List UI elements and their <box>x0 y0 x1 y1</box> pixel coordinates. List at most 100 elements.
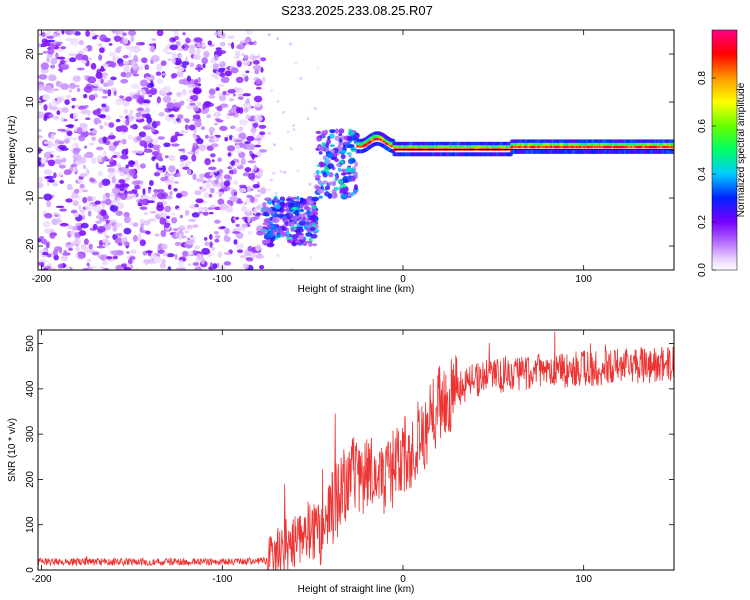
y-tick-label: 200 <box>25 471 36 488</box>
heatmap-cell <box>123 267 131 270</box>
spectrogram-heatmap <box>38 30 674 270</box>
heatmap-cell <box>337 167 341 172</box>
colorbar-ticks: 0.0 0.2 0.4 0.6 0.8 <box>697 71 716 277</box>
heatmap-cell <box>58 171 63 177</box>
heatmap-cell <box>310 233 318 239</box>
heatmap-cell <box>48 74 57 82</box>
heatmap-cell <box>239 119 248 126</box>
heatmap-cell <box>156 204 165 212</box>
heatmap-cell <box>129 193 137 199</box>
heatmap-cell <box>121 234 125 239</box>
heatmap-cell <box>178 79 186 85</box>
heatmap-cell <box>338 142 343 146</box>
heatmap-cell <box>243 54 249 61</box>
heatmap-cell <box>107 167 116 173</box>
heatmap-cell <box>60 63 70 70</box>
heatmap-cell <box>346 171 352 175</box>
heatmap-cell <box>51 143 60 147</box>
heatmap-cell <box>49 154 54 158</box>
heatmap-cell <box>112 187 121 195</box>
heatmap-cell <box>317 145 321 150</box>
heatmap-cell <box>209 241 213 248</box>
heatmap-cell <box>349 135 357 141</box>
colorbar-tick-label: 0.2 <box>697 215 708 229</box>
heatmap-cell <box>224 70 232 77</box>
y-tick-label: 500 <box>25 335 36 352</box>
heatmap-cell <box>168 114 175 118</box>
heatmap-cell <box>102 89 108 94</box>
heatmap-cell <box>236 249 244 254</box>
heatmap-cell <box>346 152 352 156</box>
heatmap-cell <box>53 172 57 179</box>
heatmap-cell <box>126 251 130 254</box>
heatmap-cell <box>82 196 88 204</box>
heatmap-cell <box>130 83 140 89</box>
heatmap-cell <box>144 64 150 71</box>
heatmap-cell <box>129 124 136 129</box>
heatmap-cell <box>72 148 80 155</box>
heatmap-cell <box>213 136 217 142</box>
heatmap-cell <box>58 140 65 145</box>
heatmap-cell <box>59 180 64 184</box>
heatmap-cell <box>184 229 189 234</box>
heatmap-cell <box>61 157 67 163</box>
heatmap-cell <box>289 213 294 218</box>
heatmap-cell <box>270 89 274 93</box>
heatmap-cell <box>155 71 162 76</box>
heatmap-cell <box>204 241 209 247</box>
heatmap-cell <box>263 243 268 246</box>
heatmap-cell <box>249 150 253 155</box>
heatmap-cell <box>56 95 65 102</box>
heatmap-cell <box>235 76 244 84</box>
heatmap-cell <box>171 57 176 65</box>
heatmap-cell <box>161 72 167 76</box>
heatmap-cell <box>286 130 290 134</box>
heatmap-cell <box>104 122 108 127</box>
heatmap-cell <box>220 226 226 229</box>
heatmap-cell <box>85 30 90 37</box>
heatmap-cell <box>99 124 104 130</box>
heatmap-cell <box>57 263 64 269</box>
heatmap-cell <box>195 198 204 204</box>
heatmap-cell <box>191 94 199 102</box>
heatmap-cell <box>107 89 112 97</box>
heatmap-cell <box>338 179 344 185</box>
heatmap-cell <box>83 238 89 246</box>
heatmap-cell <box>299 197 304 203</box>
heatmap-cell <box>289 42 293 46</box>
heatmap-cell <box>182 166 190 170</box>
x-tick-label: -200 <box>32 574 52 585</box>
heatmap-cell <box>125 148 129 155</box>
heatmap-cell <box>214 238 220 243</box>
heatmap-cell <box>100 254 107 261</box>
heatmap-cell <box>187 263 192 266</box>
heatmap-cell <box>237 96 244 100</box>
heatmap-cell <box>78 40 85 46</box>
heatmap-cell <box>185 37 191 44</box>
heatmap-cell <box>218 61 222 65</box>
heatmap-cell <box>110 161 117 167</box>
heatmap-cell <box>215 87 220 92</box>
heatmap-cell <box>287 221 295 227</box>
heatmap-cell <box>83 145 88 149</box>
heatmap-cell <box>197 66 201 72</box>
heatmap-cell <box>145 230 151 235</box>
x-tick-label: 100 <box>575 574 592 585</box>
heatmap-cell <box>197 76 201 83</box>
heatmap-cell <box>72 75 81 83</box>
heatmap-cell <box>163 223 170 229</box>
heatmap-cell <box>82 164 87 169</box>
heatmap-cell <box>269 211 276 215</box>
heatmap-cell <box>131 60 136 67</box>
heatmap-cell <box>79 173 88 178</box>
heatmap-cell <box>124 177 130 182</box>
heatmap-cell <box>80 222 89 229</box>
heatmap-cell <box>214 219 221 224</box>
heatmap-cell <box>330 192 338 199</box>
heatmap-cell <box>71 97 77 102</box>
x-tick-label: -100 <box>212 274 232 285</box>
heatmap-cell <box>310 209 318 213</box>
heatmap-cell <box>216 119 224 123</box>
heatmap-cell <box>53 116 57 121</box>
heatmap-cell <box>239 254 248 259</box>
